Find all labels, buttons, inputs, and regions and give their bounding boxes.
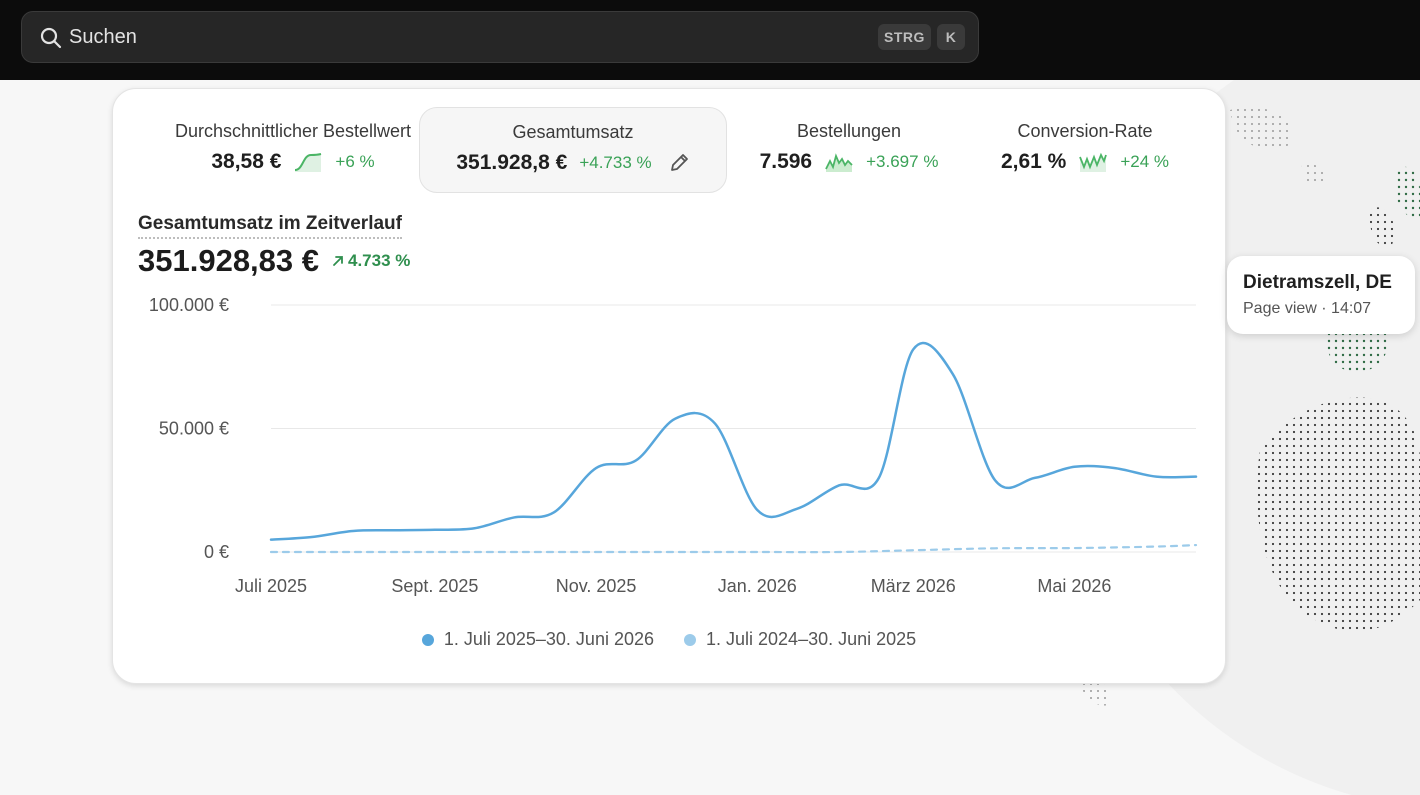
metric-value: 38,58 € bbox=[211, 150, 282, 173]
y-tick-label: 100.000 € bbox=[149, 295, 229, 315]
chart-title[interactable]: Gesamtumsatz im Zeitverlauf bbox=[138, 213, 402, 239]
sparkline-area-icon bbox=[825, 153, 853, 172]
popup-detail: Page view · 14:07 bbox=[1243, 300, 1372, 317]
legend-dot bbox=[421, 633, 434, 646]
metric-title: Durchschnittlicher Bestellwert bbox=[174, 121, 412, 141]
metric-title: Gesamtumsatz bbox=[512, 122, 634, 142]
metric-conversion-rate[interactable]: Conversion-Rate 2,61 % +24 % bbox=[975, 107, 1195, 193]
y-tick-label: 0 € bbox=[204, 542, 229, 562]
metric-delta: +24 % bbox=[1120, 152, 1170, 171]
revenue-line-chart: 0 € 50.000 € 100.000 € Juli 2025 Sept. 2025 N… bbox=[149, 295, 1198, 596]
shortcut-key-strg: STRG bbox=[878, 24, 931, 50]
legend-item-current-period[interactable]: 1. Juli 2025–30. Juni 2026 bbox=[421, 629, 654, 650]
metric-delta: +6 % bbox=[335, 152, 375, 171]
x-tick-label: Nov. 2025 bbox=[556, 576, 637, 596]
series-line-current-period[interactable] bbox=[269, 341, 1198, 541]
legend-item-previous-period[interactable]: 1. Juli 2024–30. Juni 2025 bbox=[684, 629, 916, 650]
legend-dot bbox=[684, 633, 696, 646]
y-tick-label: 50.000 € bbox=[159, 419, 229, 439]
metric-delta: +4.733 % bbox=[579, 153, 652, 172]
chart-delta: 4.733 % bbox=[332, 251, 410, 271]
metric-average-order-value[interactable]: Durchschnittlicher Bestellwert 38,58 € +… bbox=[143, 107, 443, 193]
sparkline-up-icon bbox=[295, 153, 322, 172]
popup-location: Dietramszell, DE bbox=[1243, 272, 1392, 293]
metric-value: 7.596 bbox=[759, 150, 813, 173]
visitor-location-popup: Dietramszell, DE Page view · 14:07 bbox=[1227, 256, 1415, 334]
arrow-up-right-icon bbox=[333, 256, 343, 266]
metric-value: 351.928,8 € bbox=[456, 151, 568, 174]
pencil-icon[interactable] bbox=[668, 152, 690, 174]
search-icon bbox=[40, 27, 62, 49]
chart-delta-value: 4.733 % bbox=[348, 251, 411, 270]
sales-overview-card: Durchschnittlicher Bestellwert 38,58 € +… bbox=[112, 88, 1226, 684]
x-tick-label: Juli 2025 bbox=[235, 576, 307, 596]
chart-legend: 1. Juli 2025–30. Juni 2026 1. Juli 2024–… bbox=[113, 629, 1225, 650]
x-tick-label: Mai 2026 bbox=[1037, 576, 1111, 596]
sparkline-zigzag-icon bbox=[1079, 152, 1108, 172]
metric-orders[interactable]: Bestellungen 7.596 +3.697 % bbox=[739, 107, 959, 193]
x-tick-label: Sept. 2025 bbox=[391, 576, 478, 596]
top-bar: Suchen STRG K bbox=[0, 0, 1420, 80]
shortcut-key-k: K bbox=[937, 24, 965, 50]
metric-delta: +3.697 % bbox=[866, 152, 939, 171]
metric-title: Bestellungen bbox=[796, 121, 902, 141]
search-placeholder: Suchen bbox=[69, 26, 137, 48]
metric-value: 2,61 % bbox=[1000, 150, 1067, 173]
chart-total-value: 351.928,83 € bbox=[138, 243, 320, 278]
search-bar[interactable]: Suchen STRG K bbox=[21, 11, 979, 63]
metric-title: Conversion-Rate bbox=[1017, 121, 1153, 141]
metric-total-revenue[interactable]: Gesamtumsatz 351.928,8 € +4.733 % bbox=[419, 107, 727, 193]
series-line-previous-period[interactable] bbox=[269, 543, 1198, 554]
x-tick-label: Jan. 2026 bbox=[718, 576, 797, 596]
legend-label: 1. Juli 2025–30. Juni 2026 bbox=[443, 629, 654, 649]
x-tick-label: März 2026 bbox=[871, 576, 956, 596]
legend-label: 1. Juli 2024–30. Juni 2025 bbox=[706, 629, 917, 649]
